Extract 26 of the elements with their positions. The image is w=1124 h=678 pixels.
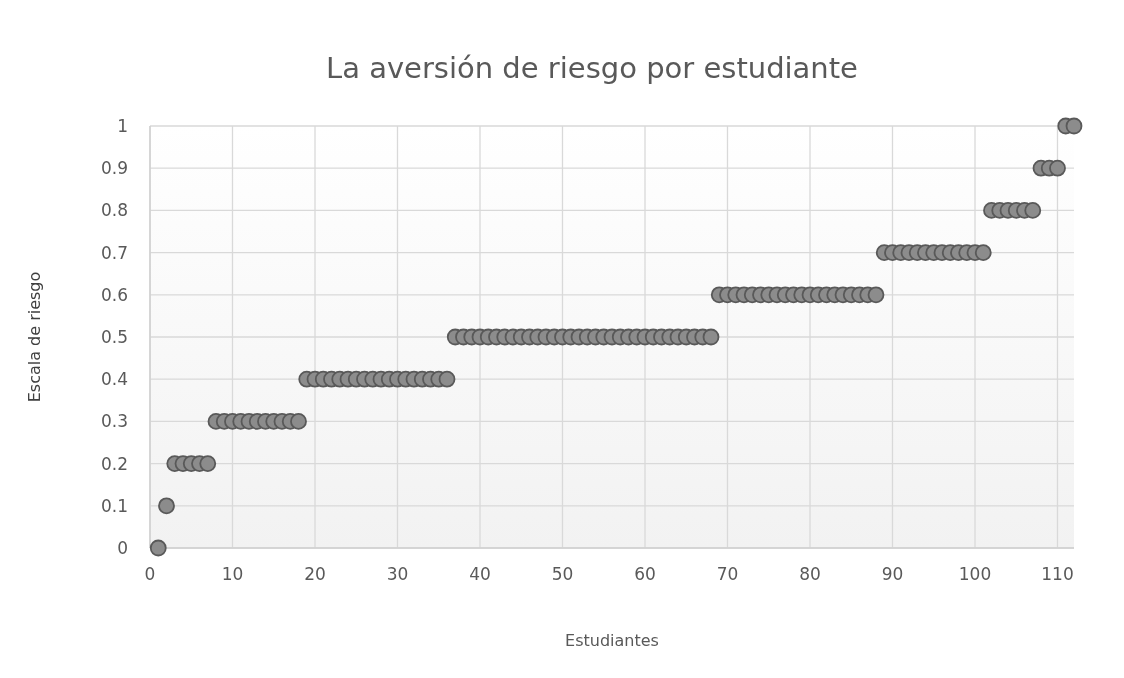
x-tick-label: 110 [1041,564,1074,584]
y-tick-label: 0.3 [100,411,128,432]
y-tick-label: 0.7 [100,242,128,263]
x-tick-label: 60 [634,564,656,584]
y-tick-label: 0.6 [100,284,128,305]
x-tick-label: 10 [221,564,244,584]
x-tick-label: 50 [551,564,574,584]
y-tick-label: 0.9 [100,158,128,179]
x-tick-label: 40 [469,564,491,584]
y-tick-label: 1 [117,116,128,136]
y-tick-label: 0 [117,538,128,558]
x-tick-label: 20 [304,564,326,584]
chart-title: La aversión de riesgo por estudiante [326,51,858,85]
x-tick-label: 100 [958,564,992,584]
y-tick-label: 0.8 [100,200,128,221]
x-tick-label: 0 [144,564,156,584]
x-tick-label: 80 [799,564,821,584]
x-tick-label: 70 [716,564,739,584]
x-tick-label: 30 [386,564,409,584]
x-axis-title: Estudiantes [565,631,659,650]
y-tick-label: 0.4 [100,369,128,390]
x-tick-label: 90 [881,564,904,584]
y-axis-title: Escala de riesgo [25,271,44,403]
y-tick-label: 0.2 [100,453,128,474]
y-tick-label: 0.1 [100,495,128,516]
y-tick-label: 0.5 [100,327,128,347]
